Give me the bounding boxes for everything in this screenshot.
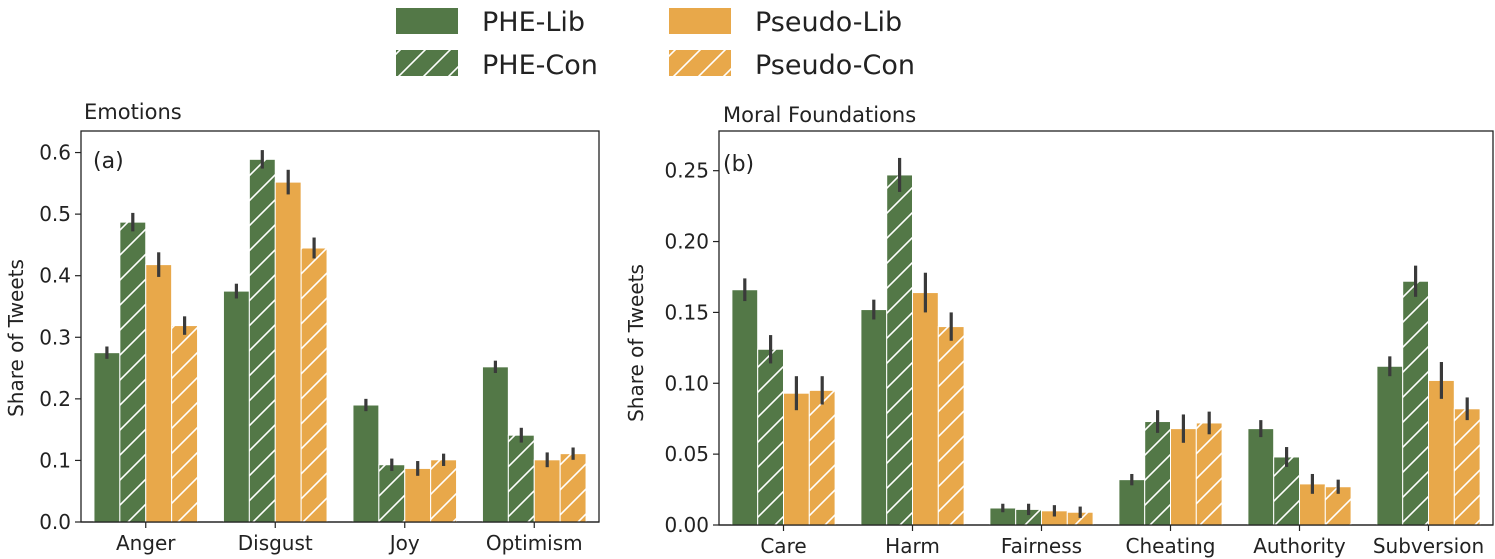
x-tick-label-anger: Anger xyxy=(116,531,176,555)
y-axis-title-emotions: Share of Tweets xyxy=(4,259,28,417)
y-tick-label: 0.4 xyxy=(39,264,71,288)
bar-pseudo-lib-anger xyxy=(145,264,173,523)
x-tick-label-harm: Harm xyxy=(885,534,940,558)
bar-phe-lib-cheating xyxy=(1118,479,1146,526)
bar-phe-con-fairness-hatch xyxy=(1015,509,1042,525)
plot-area-moral-foundations: 0.00 0.05 0.10 0.15 0.20 0.25 Care Harm Fairness… xyxy=(664,130,1494,558)
bar-pseudo-con-care-hatch xyxy=(809,390,836,525)
y-tick-label: 0.5 xyxy=(39,202,71,226)
bar-phe-con-joy-hatch xyxy=(378,464,405,522)
legend-label-pseudo-lib: Pseudo-Lib xyxy=(755,7,902,38)
legend-label-phe-lib: PHE-Lib xyxy=(482,7,585,38)
bar-phe-con-authority-hatch xyxy=(1273,456,1300,525)
bar-pseudo-lib-subversion xyxy=(1428,379,1455,526)
legend-swatch-phe-lib xyxy=(396,8,458,34)
x-tick-label-disgust: Disgust xyxy=(238,531,313,555)
plot-area-emotions: 0.0 0.1 0.2 0.3 0.4 0.5 0.6 Anger Disgust Joy Opti… xyxy=(39,130,600,555)
bar-phe-con-cheating-hatch xyxy=(1144,421,1171,525)
bar-pseudo-lib-optimism xyxy=(533,459,561,523)
bar-pseudo-lib-disgust xyxy=(274,181,302,523)
panel-label-a: (a) xyxy=(93,149,124,174)
y-tick-label: 0.15 xyxy=(664,300,709,324)
legend-label-phe-con: PHE-Con xyxy=(482,50,598,81)
bar-phe-con-harm-hatch xyxy=(886,174,913,526)
bar-pseudo-lib-care xyxy=(783,392,810,526)
bar-pseudo-con-cheating-hatch xyxy=(1196,422,1223,525)
panel-moral-foundations: Moral Foundations Share of Tweets 0.000.… xyxy=(624,103,1494,558)
bar-phe-con-care-hatch xyxy=(757,349,784,525)
y-tick-label: 0.1 xyxy=(39,448,71,472)
bar-pseudo-lib-harm xyxy=(912,292,939,526)
y-tick-label: 0.05 xyxy=(664,442,709,466)
y-tick-label: 0.00 xyxy=(664,513,709,537)
y-tick-label: 0.6 xyxy=(39,141,71,165)
y-tick-label: 0.3 xyxy=(39,325,71,349)
bar-phe-lib-anger xyxy=(93,352,121,523)
bar-pseudo-con-optimism-hatch xyxy=(560,453,587,522)
bar-pseudo-lib-cheating xyxy=(1170,428,1197,526)
x-tick-label-fairness: Fairness xyxy=(1001,534,1082,558)
x-tick-label-subversion: Subversion xyxy=(1373,534,1484,558)
bar-phe-lib-joy xyxy=(352,404,380,523)
y-tick-label: 0.25 xyxy=(664,159,709,183)
bar-phe-con-subversion-hatch xyxy=(1402,281,1429,525)
bar-pseudo-con-disgust-hatch xyxy=(301,247,328,522)
bar-phe-lib-subversion xyxy=(1376,365,1404,526)
bar-phe-con-disgust-hatch xyxy=(249,159,276,522)
bar-phe-lib-disgust xyxy=(222,290,250,523)
legend-label-pseudo-con: Pseudo-Con xyxy=(755,50,915,81)
bar-pseudo-lib-joy xyxy=(404,467,432,523)
bar-phe-lib-optimism xyxy=(481,366,509,523)
bar-pseudo-con-joy-hatch xyxy=(430,459,457,522)
legend-swatch-pseudo-lib xyxy=(669,8,731,34)
y-tick-label: 0.2 xyxy=(39,387,71,411)
bar-pseudo-con-fairness-hatch xyxy=(1067,512,1094,525)
bar-pseudo-con-anger-hatch xyxy=(171,325,198,522)
bar-phe-con-optimism-hatch xyxy=(508,435,535,522)
bar-pseudo-con-harm-hatch xyxy=(938,326,965,525)
bar-phe-lib-care xyxy=(731,289,759,526)
legend-swatch-pseudo-con-hatch xyxy=(669,50,731,76)
bar-phe-con-anger-hatch xyxy=(119,222,146,522)
bar-phe-lib-harm xyxy=(860,309,888,526)
y-tick-label: 0.10 xyxy=(664,371,709,395)
panel-label-b: (b) xyxy=(723,152,754,177)
legend: PHE-Lib PHE-Con Pseudo-Lib Pseudo-Con xyxy=(396,7,915,81)
bar-pseudo-con-subversion-hatch xyxy=(1454,408,1481,525)
x-tick-label-cheating: Cheating xyxy=(1126,534,1216,558)
x-tick-label-authority: Authority xyxy=(1253,534,1346,558)
y-tick-label: 0.20 xyxy=(664,230,709,254)
y-tick-label: 0.0 xyxy=(39,510,71,534)
x-tick-label-optimism: Optimism xyxy=(486,531,583,555)
legend-swatch-phe-con-hatch xyxy=(396,50,458,76)
panel-emotions: Emotions Share of Tweets 0.0 0.1 0.2 0.3 0.4… xyxy=(4,100,600,555)
x-tick-label-joy: Joy xyxy=(388,531,420,555)
y-axis-title-moral-foundations: Share of Tweets xyxy=(624,264,648,422)
panel-title-emotions: Emotions xyxy=(84,100,182,124)
bar-phe-lib-authority xyxy=(1247,428,1275,526)
panel-title-moral-foundations: Moral Foundations xyxy=(723,103,916,127)
x-tick-label-care: Care xyxy=(760,534,806,558)
